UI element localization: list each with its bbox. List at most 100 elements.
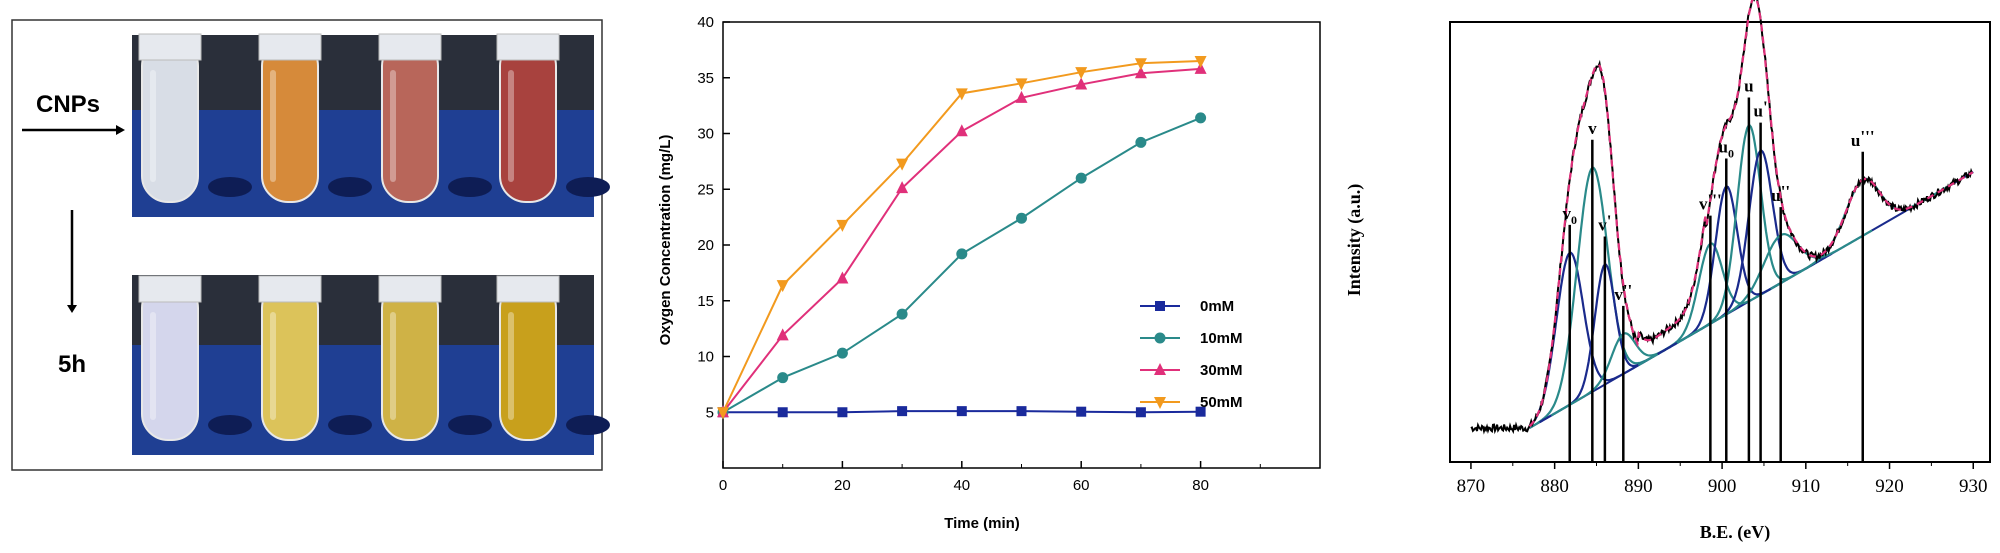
- y-tick-label: 40: [697, 14, 714, 31]
- data-point-10mM: [1016, 212, 1027, 224]
- data-point-10mM: [1195, 112, 1207, 124]
- y-tick-label: 30: [697, 126, 714, 143]
- data-point-50mM: [1075, 67, 1088, 80]
- legend-marker: [1154, 397, 1166, 409]
- tube-cap: [258, 275, 322, 303]
- tube-highlight: [390, 70, 396, 182]
- tube-cap: [138, 33, 202, 61]
- photo-svg: CNPs 5h: [11, 19, 610, 471]
- rack-hole: [448, 177, 492, 197]
- test-tube-after: [378, 275, 442, 441]
- rack-hole: [566, 415, 610, 435]
- x-tick-label: 60: [1073, 477, 1090, 494]
- data-point-10mM: [1135, 136, 1147, 148]
- x-tick-label: 920: [1875, 476, 1904, 497]
- tube-cap: [496, 33, 560, 61]
- fit-envelope: [1528, 0, 1974, 428]
- data-point-50mM: [1134, 58, 1147, 71]
- tube-highlight: [508, 312, 514, 420]
- xps-chart: 870 880 890 900 910 920 930 v0 v v' v'' v''' u0 u u' u…: [1340, 0, 2000, 548]
- data-point-50mM: [717, 407, 729, 420]
- y-tick-label: 20: [697, 237, 714, 254]
- xps-chart-svg: 870 880 890 900 910 920 930 v0 v v' v'' v''' u0 uu' u…: [1344, 0, 1991, 543]
- tube-cap: [378, 33, 442, 61]
- x-tick-label: 880: [1540, 476, 1569, 497]
- test-tube-before: [138, 33, 202, 203]
- peak-label: u'': [1771, 182, 1790, 205]
- data-point-0mM: [777, 407, 788, 418]
- photo-before: [132, 33, 610, 217]
- data-point-0mM: [956, 406, 967, 417]
- data-point-50mM: [955, 88, 968, 101]
- tube-cap: [138, 275, 202, 303]
- data-point-50mM: [1015, 78, 1028, 91]
- data-point-10mM: [896, 308, 908, 320]
- x-axis-label: Time (min): [944, 515, 1020, 532]
- down-arrow-icon: [67, 305, 77, 313]
- data-point-50mM: [776, 280, 789, 293]
- y-tick-label: 5: [706, 404, 714, 421]
- rack-hole: [448, 415, 492, 435]
- peak-label: u: [1744, 76, 1753, 95]
- data-point-10mM: [836, 347, 848, 359]
- photo-panel: CNPs 5h: [0, 0, 620, 548]
- tube-highlight: [508, 70, 514, 182]
- rack-hole: [208, 415, 252, 435]
- legend-label: 10mM: [1200, 330, 1243, 347]
- data-point-0mM: [1195, 406, 1206, 417]
- data-point-30mM: [1134, 66, 1147, 79]
- x-axis-label: B.E. (eV): [1700, 522, 1771, 543]
- photo-after: [132, 275, 610, 455]
- x-tick-label: 900: [1708, 476, 1737, 497]
- legend-label: 0mM: [1200, 298, 1234, 315]
- legend-label: 30mM: [1200, 362, 1243, 379]
- series-line-50mM: [722, 60, 1201, 413]
- data-point-30mM: [896, 181, 909, 194]
- time-label: 5h: [58, 351, 86, 378]
- peak-label: u': [1754, 98, 1768, 121]
- peak-label: v': [1598, 212, 1611, 235]
- data-point-10mM: [1075, 172, 1087, 184]
- data-point-10mM: [777, 372, 789, 384]
- test-tube-before: [496, 33, 560, 203]
- data-point-0mM: [1016, 406, 1027, 417]
- peak-label: u0: [1719, 137, 1734, 160]
- data-point-10mM: [956, 248, 968, 260]
- data-point-50mM: [836, 219, 849, 232]
- test-tube-before: [258, 33, 322, 203]
- data-point-30mM: [1015, 90, 1028, 103]
- data-point-0mM: [837, 407, 848, 418]
- peak-label: u''': [1851, 127, 1875, 150]
- data-point-30mM: [776, 328, 789, 341]
- component-peak-v: [1528, 166, 1679, 429]
- y-tick-label: 25: [697, 181, 714, 198]
- x-tick-label: 890: [1624, 476, 1653, 497]
- peak-label: v'': [1614, 281, 1632, 304]
- series-line-30mM: [722, 67, 1201, 413]
- tube-highlight: [150, 70, 156, 182]
- data-point-50mM: [1194, 56, 1207, 69]
- test-tube-after: [138, 275, 202, 441]
- cnps-label: CNPs: [36, 91, 100, 118]
- data-point-30mM: [955, 124, 968, 137]
- rack-hole: [566, 177, 610, 197]
- legend-marker: [1155, 301, 1165, 311]
- tube-cap: [258, 33, 322, 61]
- x-tick-label: 20: [834, 477, 851, 494]
- test-tube-after: [258, 275, 322, 441]
- data-point-0mM: [1076, 406, 1087, 417]
- test-tube-after: [496, 275, 560, 441]
- component-peak-v0: [1528, 251, 1649, 428]
- data-point-50mM: [896, 158, 909, 171]
- y-axis-label: Intensity (a.u.): [1344, 184, 1365, 297]
- data-point-30mM: [1075, 77, 1088, 90]
- data-point-0mM: [897, 406, 908, 417]
- oxygen-chart-svg: 0 20 40 60 80 5 10 15 20 25 30 35 40 0mM 10mM 30mM 50mM…: [657, 14, 1321, 532]
- x-tick-label: 870: [1457, 476, 1486, 497]
- rack-hole: [328, 177, 372, 197]
- legend-marker: [1154, 332, 1166, 344]
- tube-highlight: [270, 312, 276, 420]
- legend-marker: [1154, 363, 1166, 375]
- tube-cap: [496, 275, 560, 303]
- y-tick-label: 10: [697, 349, 714, 366]
